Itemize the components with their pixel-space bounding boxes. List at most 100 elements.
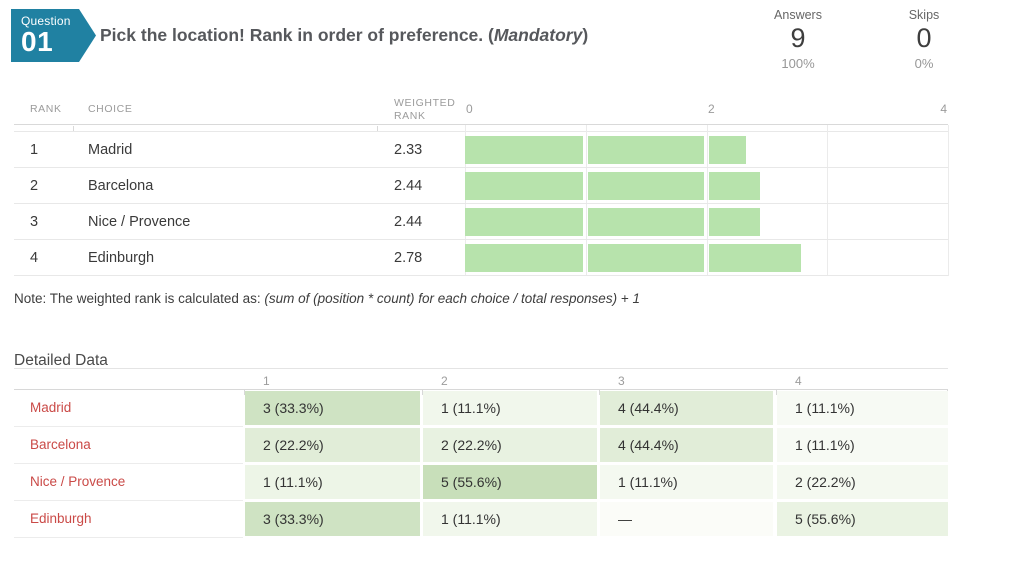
rank-table-body: 1 Madrid 2.33 2 Barcelona 2.44 3 Nice / … [14, 125, 949, 276]
choice-label: Madrid [88, 142, 133, 158]
gridline [585, 125, 587, 276]
detail-cell: 2 (22.2%) [423, 428, 597, 462]
question-number: 01 [21, 26, 54, 57]
detail-cell: 3 (33.3%) [245, 391, 420, 425]
answers-label: Answers [774, 8, 822, 22]
note-formula: (sum of (position * count) for each choi… [264, 291, 640, 306]
detailed-data-table: 1 2 3 4 Madrid 3 (33.3%) 1 (11.1%) 4 (44… [14, 368, 948, 538]
detail-cell: 4 (44.4%) [600, 391, 773, 425]
detail-row-label: Madrid [30, 400, 72, 415]
chart-gridlines [465, 125, 949, 276]
note-text: Note: The weighted rank is calculated as… [14, 291, 265, 306]
bar-segment [709, 136, 747, 164]
column-header-weighted-rank: WEIGHTED RANK [394, 97, 456, 122]
weighted-rank-note: Note: The weighted rank is calculated as… [14, 291, 640, 306]
bar-segment [465, 136, 583, 164]
weighted-rank-bar [465, 208, 948, 236]
detail-cell: 2 (22.2%) [245, 428, 420, 462]
rank-value: 4 [30, 250, 39, 266]
detail-cell: — [600, 502, 773, 536]
bar-segment [588, 172, 704, 200]
detail-cell: 1 (11.1%) [423, 502, 597, 536]
weighted-rank-value: 2.44 [394, 214, 423, 230]
detail-cell: 5 (55.6%) [777, 502, 948, 536]
skips-label: Skips [908, 8, 940, 22]
question-title-text: Pick the location! Rank in order of pref… [100, 25, 494, 45]
bar-segment [588, 208, 704, 236]
detail-column-header-1: 1 [263, 374, 270, 388]
bar-segment [709, 172, 760, 200]
header-divider-tick [776, 390, 777, 395]
detail-row-label: Barcelona [30, 437, 91, 452]
question-badge: Question 01 [11, 9, 96, 62]
bar-segment [709, 244, 801, 272]
weighted-rank-value: 2.33 [394, 142, 423, 158]
detail-cell: 4 (44.4%) [600, 428, 773, 462]
rank-value: 3 [30, 214, 39, 230]
detail-column-header-4: 4 [795, 374, 802, 388]
header-divider-tick [377, 126, 378, 132]
axis-tick-label-2: 2 [708, 102, 715, 116]
axis-tick-label-0: 0 [466, 102, 473, 116]
detail-row-madrid: Madrid 3 (33.3%) 1 (11.1%) 4 (44.4%) 1 (… [14, 390, 948, 427]
bar-segment [588, 244, 704, 272]
detail-row-edinburgh: Edinburgh 3 (33.3%) 1 (11.1%) — 5 (55.6%… [14, 501, 948, 538]
skips-value: 0 [916, 23, 932, 53]
bar-segment [465, 172, 583, 200]
detail-row-label: Edinburgh [30, 511, 92, 526]
rank-row-madrid: 1 Madrid 2.33 [14, 132, 948, 168]
detail-cell: 1 (11.1%) [600, 465, 773, 499]
choice-label: Edinburgh [88, 250, 155, 266]
question-title: Pick the location! Rank in order of pref… [100, 25, 588, 46]
skips-stat: Skips 0 0% [884, 8, 964, 71]
question-badge-label: Question [21, 14, 71, 28]
skips-percent: 0% [914, 55, 934, 71]
rank-row-nice-provence: 3 Nice / Provence 2.44 [14, 204, 948, 240]
gridline [706, 125, 708, 276]
detail-cell: 1 (11.1%) [777, 428, 948, 462]
weighted-rank-bar [465, 172, 948, 200]
detail-cell: 1 (11.1%) [245, 465, 420, 499]
rank-value: 2 [30, 178, 39, 194]
header-divider-tick [599, 390, 600, 395]
rank-row-edinburgh: 4 Edinburgh 2.78 [14, 240, 948, 276]
answers-percent: 100% [781, 55, 815, 71]
detail-row-nice-provence: Nice / Provence 1 (11.1%) 5 (55.6%) 1 (1… [14, 464, 948, 501]
weighted-rank-bar [465, 136, 948, 164]
header-divider-tick [73, 126, 74, 132]
answers-stat: Answers 9 100% [758, 8, 838, 71]
detail-cell: 5 (55.6%) [423, 465, 597, 499]
bar-segment [465, 244, 583, 272]
gridline [947, 125, 949, 276]
weighted-rank-bar [465, 244, 948, 272]
answers-value: 9 [790, 23, 806, 53]
detail-column-header-2: 2 [441, 374, 448, 388]
bar-segment [465, 208, 583, 236]
rank-table-header: RANK CHOICE WEIGHTED RANK 0 2 4 [14, 95, 948, 125]
choice-label: Barcelona [88, 178, 154, 194]
detail-cell: 1 (11.1%) [423, 391, 597, 425]
question-title-close: ) [582, 25, 589, 45]
column-header-choice: CHOICE [88, 103, 133, 115]
question-title-mandatory: Mandatory [493, 25, 583, 45]
detailed-table-header: 1 2 3 4 [14, 368, 948, 390]
column-header-rank: RANK [30, 103, 62, 115]
detail-cell: 3 (33.3%) [245, 502, 420, 536]
gridline [827, 125, 829, 276]
detail-row-label: Nice / Provence [30, 474, 126, 489]
choice-label: Nice / Provence [88, 214, 191, 230]
detail-cell: 1 (11.1%) [777, 391, 948, 425]
bar-segment [709, 208, 760, 236]
header-divider-tick [422, 390, 423, 395]
detail-row-barcelona: Barcelona 2 (22.2%) 2 (22.2%) 4 (44.4%) … [14, 427, 948, 464]
header-divider-tick [244, 390, 245, 395]
bar-segment [588, 136, 704, 164]
detail-column-header-3: 3 [618, 374, 625, 388]
rank-table: RANK CHOICE WEIGHTED RANK 0 2 4 1 Madrid… [14, 95, 949, 276]
rank-row-barcelona: 2 Barcelona 2.44 [14, 168, 948, 204]
axis-tick-label-4: 4 [940, 102, 947, 116]
weighted-rank-value: 2.78 [394, 250, 423, 266]
detail-cell: 2 (22.2%) [777, 465, 948, 499]
gridline [465, 125, 466, 276]
